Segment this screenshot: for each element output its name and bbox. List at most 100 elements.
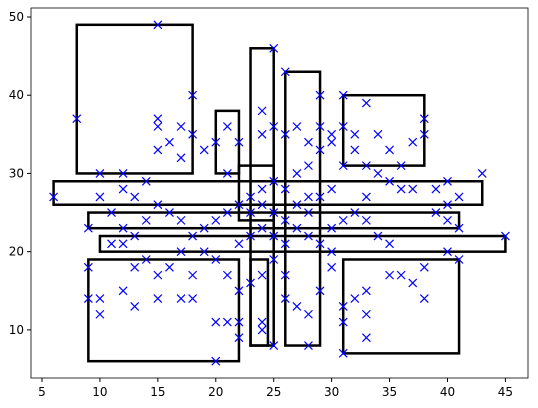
point <box>269 231 279 241</box>
point <box>257 325 267 335</box>
point <box>315 90 325 100</box>
point <box>188 231 198 241</box>
x-tick-label: 45 <box>498 385 513 399</box>
point <box>292 302 302 311</box>
point <box>338 215 348 225</box>
point <box>188 90 198 100</box>
point <box>95 169 105 178</box>
point <box>304 137 313 147</box>
point <box>246 278 255 288</box>
point <box>118 169 128 178</box>
point <box>176 215 186 225</box>
point <box>95 294 105 304</box>
point <box>408 184 418 194</box>
point <box>118 286 128 296</box>
point <box>83 294 93 304</box>
x-tick-label: 35 <box>382 385 397 399</box>
point <box>246 231 255 241</box>
box <box>284 70 322 347</box>
point <box>118 239 128 249</box>
point <box>130 231 140 241</box>
x-tick-label: 15 <box>150 385 165 399</box>
y-tick-label: 20 <box>9 245 24 259</box>
point <box>257 129 267 139</box>
point <box>280 239 290 249</box>
point <box>234 200 244 210</box>
point <box>153 20 163 30</box>
point <box>500 231 510 241</box>
point <box>431 208 441 217</box>
point <box>315 286 325 296</box>
point <box>153 122 163 131</box>
point <box>443 200 452 210</box>
point <box>408 137 418 147</box>
point <box>350 294 360 304</box>
box <box>98 234 507 253</box>
point <box>280 215 290 225</box>
point <box>83 223 93 233</box>
point <box>153 114 163 124</box>
point <box>327 223 337 233</box>
point <box>199 145 209 155</box>
point <box>327 137 337 147</box>
point <box>222 317 232 327</box>
point <box>350 145 360 155</box>
point <box>211 215 221 225</box>
point <box>246 208 255 217</box>
point <box>385 270 394 280</box>
point <box>373 231 383 241</box>
point <box>176 294 186 304</box>
point <box>338 317 348 327</box>
point <box>269 341 279 350</box>
point <box>257 223 267 233</box>
point <box>315 145 325 155</box>
point <box>257 270 267 280</box>
point <box>385 145 394 155</box>
point <box>419 114 429 124</box>
x-tick-label: 40 <box>440 385 455 399</box>
point <box>269 43 279 53</box>
box <box>52 180 484 206</box>
point <box>385 239 394 249</box>
point <box>118 184 128 194</box>
point <box>327 129 337 139</box>
point <box>153 294 163 304</box>
point <box>443 215 452 225</box>
point <box>188 129 198 139</box>
point <box>327 262 337 272</box>
point <box>443 247 452 257</box>
x-tick-label: 5 <box>38 385 46 399</box>
box <box>341 93 426 167</box>
point <box>315 239 325 249</box>
point <box>280 129 290 139</box>
point <box>269 176 279 186</box>
point <box>130 262 140 272</box>
point <box>141 215 151 225</box>
point <box>361 98 371 108</box>
box <box>214 109 241 175</box>
point <box>304 208 313 217</box>
point <box>269 208 279 217</box>
x-tick-label: 10 <box>92 385 107 399</box>
point <box>107 239 116 249</box>
point <box>408 278 418 288</box>
point <box>176 122 186 131</box>
point <box>396 161 406 171</box>
box <box>87 258 241 363</box>
point <box>49 192 59 202</box>
point <box>153 200 163 210</box>
point <box>454 255 464 264</box>
point <box>361 215 371 225</box>
point <box>130 192 140 202</box>
point <box>257 317 267 327</box>
point <box>222 122 232 131</box>
plot-frame <box>30 7 529 379</box>
point <box>107 208 116 217</box>
point <box>199 223 209 233</box>
point <box>257 200 267 210</box>
point <box>327 184 337 194</box>
point <box>304 192 313 202</box>
point <box>257 106 267 116</box>
box <box>249 258 270 347</box>
